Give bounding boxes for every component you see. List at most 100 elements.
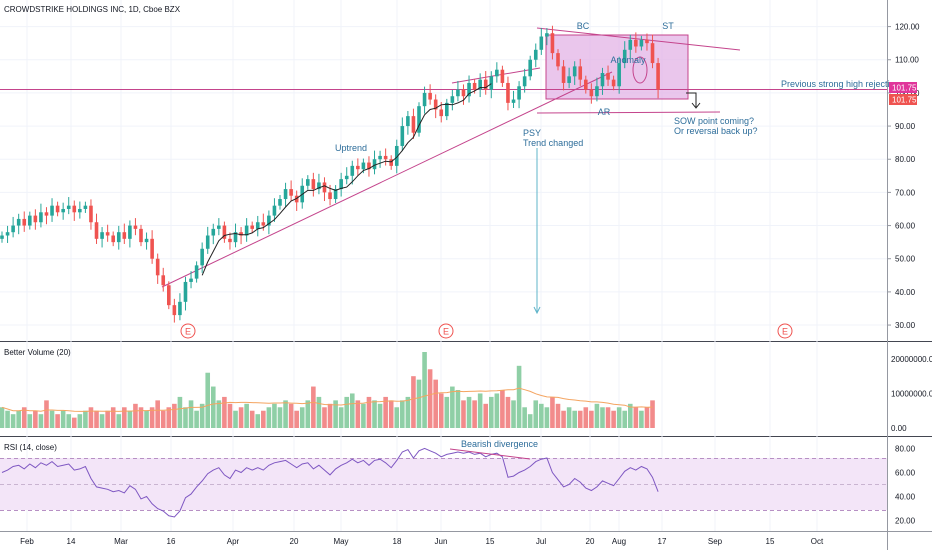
candle-body bbox=[606, 73, 610, 80]
volume-bar bbox=[622, 410, 628, 428]
time-tick-label: Oct bbox=[811, 537, 824, 546]
psy-label: PSY bbox=[523, 128, 541, 138]
volume-bar bbox=[355, 400, 361, 428]
anomaly-label: Anomaly bbox=[610, 55, 646, 65]
volume-bars bbox=[0, 352, 655, 428]
volume-axis[interactable]: 0.00 10000000.00 20000000.00 bbox=[891, 355, 932, 433]
candle-body bbox=[39, 212, 43, 223]
volume-tick-label: 10000000.00 bbox=[891, 389, 932, 398]
volume-bar bbox=[472, 400, 477, 428]
rsi-tick-label: 80.00 bbox=[895, 444, 916, 453]
time-tick-label: Aug bbox=[612, 537, 626, 546]
volume-bar bbox=[594, 403, 600, 428]
volume-bar bbox=[27, 414, 33, 428]
price-tick-label: 70.00 bbox=[895, 188, 916, 197]
candle-body bbox=[461, 89, 466, 97]
earnings-marker[interactable] bbox=[438, 323, 454, 339]
candle-body bbox=[622, 49, 627, 64]
candle-body bbox=[72, 205, 77, 213]
volume-bar bbox=[99, 414, 105, 428]
candle-body bbox=[139, 228, 143, 243]
resistance-label: Previous strong high rejection bbox=[781, 79, 900, 89]
candle-body bbox=[650, 43, 655, 64]
volume-bar bbox=[494, 393, 500, 428]
price-panel[interactable] bbox=[0, 0, 887, 341]
volume-bar bbox=[650, 400, 655, 428]
candle-body bbox=[33, 215, 38, 223]
candle-body bbox=[55, 205, 60, 213]
sow-label-line1: SOW point coming? bbox=[674, 116, 754, 126]
volume-bar bbox=[388, 400, 394, 428]
volume-bar bbox=[10, 414, 16, 428]
lower-range-line[interactable] bbox=[536, 111, 721, 114]
candle-body bbox=[478, 79, 482, 90]
candle-body bbox=[383, 155, 388, 160]
upper-range-line[interactable] bbox=[536, 27, 741, 51]
candle-body bbox=[639, 39, 644, 47]
candle-body bbox=[450, 96, 455, 103]
candle-body bbox=[83, 205, 88, 209]
rsi-axis[interactable]: 20.00 40.00 60.00 80.00 bbox=[895, 444, 916, 525]
anomaly-circle[interactable] bbox=[632, 56, 648, 84]
trend-drawings[interactable] bbox=[0, 27, 887, 315]
candle-body bbox=[66, 205, 71, 209]
candle-body bbox=[495, 69, 499, 77]
volume-bar bbox=[377, 403, 383, 428]
volume-bar bbox=[366, 396, 372, 428]
candle-body bbox=[350, 165, 355, 176]
volume-bar bbox=[544, 407, 550, 428]
level-price-text: 101.75 bbox=[892, 96, 917, 105]
earnings-label: E bbox=[443, 327, 449, 337]
volume-bar bbox=[338, 407, 344, 428]
candle-body bbox=[161, 275, 166, 286]
rsi-tick-label: 20.00 bbox=[895, 517, 916, 526]
earnings-markers[interactable]: E E E bbox=[180, 323, 793, 339]
candle-body bbox=[283, 189, 288, 200]
candle-body bbox=[578, 66, 583, 80]
candle-body bbox=[322, 182, 327, 193]
divergence-line[interactable] bbox=[449, 448, 531, 460]
candle-body bbox=[500, 69, 505, 83]
volume-bar bbox=[605, 407, 611, 428]
candle-body bbox=[294, 195, 299, 203]
volume-bar bbox=[138, 407, 144, 428]
candle-body bbox=[317, 182, 321, 190]
volume-bar bbox=[627, 403, 633, 428]
volume-bar bbox=[644, 407, 650, 428]
time-axis[interactable]: Feb 14 Mar 16 Apr 20 May 18 Jun 15 Jul 20 Aug 17 Sep 15… bbox=[20, 537, 824, 546]
candles bbox=[0, 25, 660, 323]
candle-body bbox=[406, 116, 410, 127]
candle-body bbox=[205, 235, 210, 249]
earnings-marker[interactable] bbox=[777, 323, 793, 339]
uptrend-line[interactable] bbox=[161, 71, 613, 288]
time-tick-label: 17 bbox=[658, 537, 667, 546]
candle-body bbox=[545, 33, 549, 37]
volume-bar bbox=[438, 393, 444, 428]
price-axis[interactable]: 30.00 40.00 50.00 60.00 70.00 80.00 90.00 100.0… bbox=[887, 23, 920, 330]
accumulation-box[interactable] bbox=[545, 34, 689, 100]
volume-bar bbox=[216, 400, 222, 428]
candle-body bbox=[378, 155, 382, 160]
volume-bar bbox=[527, 414, 533, 428]
volume-bar bbox=[249, 410, 255, 428]
volume-bar bbox=[561, 410, 566, 428]
volume-bar bbox=[272, 403, 277, 428]
earnings-marker[interactable] bbox=[180, 323, 196, 339]
time-tick-label: Sep bbox=[708, 537, 723, 546]
candle-body bbox=[50, 205, 54, 216]
time-tick-label: 16 bbox=[167, 537, 176, 546]
candle-body bbox=[255, 222, 260, 229]
candle-body bbox=[239, 232, 243, 236]
candle-body bbox=[611, 79, 616, 87]
price-tick-label: 50.00 bbox=[895, 255, 916, 264]
time-tick-label: Feb bbox=[20, 537, 34, 546]
volume-bar bbox=[16, 410, 21, 428]
sow-arrow[interactable] bbox=[686, 92, 701, 109]
volume-bar bbox=[589, 410, 594, 428]
volume-bar bbox=[616, 407, 622, 428]
candle-body bbox=[517, 86, 521, 100]
time-tick-label: 20 bbox=[290, 537, 299, 546]
volume-bar bbox=[450, 386, 455, 428]
candle-body bbox=[528, 59, 532, 77]
annotation-texts: BC ST AR Anomaly PSY Trend changed Uptre… bbox=[335, 21, 900, 449]
